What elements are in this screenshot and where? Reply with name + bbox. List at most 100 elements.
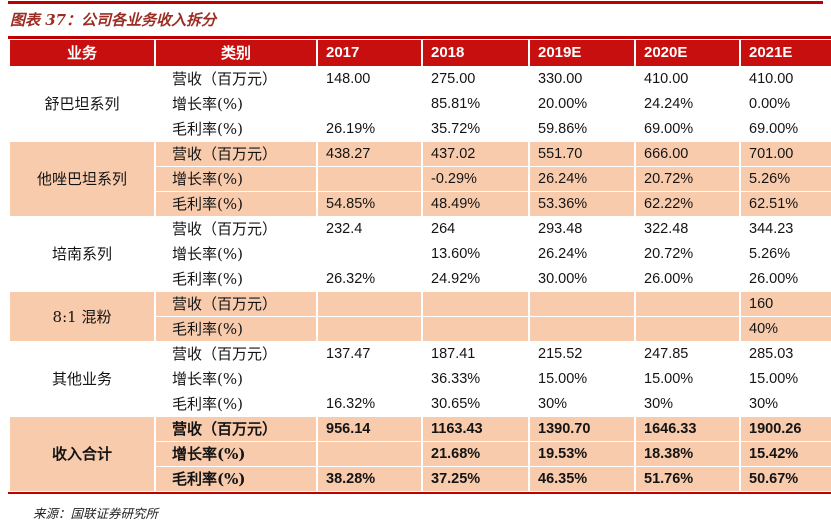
value-cell: 69.00% <box>636 117 739 141</box>
header-business: 业务 <box>10 40 154 66</box>
source-note: 来源：国联证券研究所 <box>33 506 159 521</box>
table-row: 毛利率(%) 26.32% 24.92% 30.00% 26.00% 26.00% <box>10 267 831 291</box>
table-row: 舒巴坦系列 营收（百万元） 148.00 275.00 330.00 410.00 410.… <box>10 67 831 141</box>
table-row: 毛利率(%) 26.19% 35.72% 59.86% 69.00% 69.00% <box>10 117 831 141</box>
value-cell: 69.00% <box>741 117 831 141</box>
value-cell: 437.02 <box>423 142 528 166</box>
category-label-cell: 营收（百万元） <box>156 67 316 91</box>
value-cell: 62.22% <box>636 192 739 216</box>
category-label-cell: 营收（百万元） <box>156 217 316 241</box>
business-group: 培南系列 营收（百万元） 232.4 264 293.48 322.48 344.23 增长率… <box>10 217 831 291</box>
value-cell: 26.00% <box>741 267 831 291</box>
value-cell: 18.38% <box>636 442 739 466</box>
category-label-cell: 营收（百万元） <box>156 417 316 441</box>
business-name-cell: 舒巴坦系列 <box>10 67 154 141</box>
value-cell: 54.85% <box>318 192 421 216</box>
value-cell: 13.60% <box>423 242 528 266</box>
value-cell: 410.00 <box>741 67 831 91</box>
category-label-cell: 毛利率(%) <box>156 392 316 416</box>
table-row: 收入合计 营收（百万元） 956.14 1163.43 1390.70 1646.33 19… <box>10 417 831 491</box>
value-cell <box>318 442 421 466</box>
category-label-cell: 营收（百万元） <box>156 142 316 166</box>
category-label-cell: 增长率(%) <box>156 442 316 466</box>
business-group: 其他业务 营收（百万元） 137.47 187.41 215.52 247.85 285.0… <box>10 342 831 416</box>
business-name-cell: 他唑巴坦系列 <box>10 142 154 216</box>
value-cell: 26.32% <box>318 267 421 291</box>
value-cell: 20.00% <box>530 92 634 116</box>
business-group: 8:1 混粉 营收（百万元） 160 毛利率(%) 40% <box>10 292 831 341</box>
value-cell: 438.27 <box>318 142 421 166</box>
value-cell: 160 <box>741 292 831 316</box>
business-name-cell: 收入合计 <box>10 417 154 491</box>
table-row: 毛利率(%) 40% <box>10 317 831 341</box>
table-row: 增长率(%) 21.68% 19.53% 18.38% 15.42% <box>10 442 831 466</box>
value-cell: 36.33% <box>423 367 528 391</box>
header-2019e: 2019E <box>530 40 634 66</box>
value-cell: 215.52 <box>530 342 634 366</box>
value-cell <box>423 292 528 316</box>
category-label-cell: 毛利率(%) <box>156 267 316 291</box>
table-row: 增长率(%) -0.29% 26.24% 20.72% 5.26% <box>10 167 831 191</box>
value-cell: 20.72% <box>636 167 739 191</box>
value-cell <box>530 292 634 316</box>
value-cell: 285.03 <box>741 342 831 366</box>
category-label-cell: 增长率(%) <box>156 167 316 191</box>
business-group: 他唑巴坦系列 营收（百万元） 438.27 437.02 551.70 666.00 701… <box>10 142 831 216</box>
value-cell: 53.36% <box>530 192 634 216</box>
value-cell: 137.47 <box>318 342 421 366</box>
value-cell: 1900.26 <box>741 417 831 441</box>
category-label-cell: 毛利率(%) <box>156 467 316 491</box>
value-cell: 330.00 <box>530 67 634 91</box>
value-cell: 26.19% <box>318 117 421 141</box>
category-label-cell: 毛利率(%) <box>156 117 316 141</box>
business-name-cell: 8:1 混粉 <box>10 292 154 341</box>
value-cell <box>530 317 634 341</box>
value-cell: 30% <box>636 392 739 416</box>
value-cell: 24.92% <box>423 267 528 291</box>
value-cell: -0.29% <box>423 167 528 191</box>
value-cell: 1646.33 <box>636 417 739 441</box>
value-cell <box>636 317 739 341</box>
table-row: 增长率(%) 36.33% 15.00% 15.00% 15.00% <box>10 367 831 391</box>
value-cell: 30% <box>741 392 831 416</box>
value-cell: 148.00 <box>318 67 421 91</box>
value-cell <box>318 292 421 316</box>
value-cell: 30.65% <box>423 392 528 416</box>
value-cell: 48.49% <box>423 192 528 216</box>
category-label-cell: 增长率(%) <box>156 367 316 391</box>
table-row: 毛利率(%) 38.28% 37.25% 46.35% 51.76% 50.67% <box>10 467 831 491</box>
value-cell: 46.35% <box>530 467 634 491</box>
business-name-cell: 其他业务 <box>10 342 154 416</box>
value-cell: 30% <box>530 392 634 416</box>
revenue-breakdown-table: 业务 类别 2017 2018 2019E 2020E 2021E 舒巴坦系列营… <box>8 36 831 494</box>
value-cell: 21.68% <box>423 442 528 466</box>
value-cell: 1390.70 <box>530 417 634 441</box>
category-label-cell: 营收（百万元） <box>156 292 316 316</box>
value-cell: 26.00% <box>636 267 739 291</box>
value-cell: 26.24% <box>530 167 634 191</box>
value-cell: 50.67% <box>741 467 831 491</box>
value-cell: 322.48 <box>636 217 739 241</box>
value-cell: 0.00% <box>741 92 831 116</box>
header-2020e: 2020E <box>636 40 739 66</box>
value-cell: 35.72% <box>423 117 528 141</box>
value-cell: 15.42% <box>741 442 831 466</box>
value-cell: 85.81% <box>423 92 528 116</box>
value-cell: 19.53% <box>530 442 634 466</box>
value-cell: 62.51% <box>741 192 831 216</box>
value-cell: 187.41 <box>423 342 528 366</box>
value-cell: 5.26% <box>741 167 831 191</box>
header-2018: 2018 <box>423 40 528 66</box>
value-cell <box>318 242 421 266</box>
value-cell: 344.23 <box>741 217 831 241</box>
value-cell: 37.25% <box>423 467 528 491</box>
table-row: 毛利率(%) 16.32% 30.65% 30% 30% 30% <box>10 392 831 416</box>
business-group: 舒巴坦系列 营收（百万元） 148.00 275.00 330.00 410.00 410.… <box>10 67 831 141</box>
header-2017: 2017 <box>318 40 421 66</box>
value-cell: 30.00% <box>530 267 634 291</box>
value-cell: 264 <box>423 217 528 241</box>
value-cell: 551.70 <box>530 142 634 166</box>
value-cell <box>423 317 528 341</box>
header-category: 类别 <box>156 40 316 66</box>
table-header-row: 业务 类别 2017 2018 2019E 2020E 2021E <box>10 40 831 66</box>
